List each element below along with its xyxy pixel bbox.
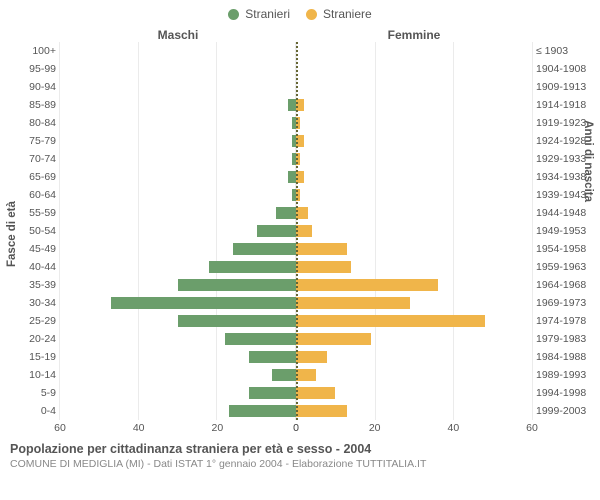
age-label: 5-9 — [0, 384, 60, 402]
bar-male — [257, 225, 296, 238]
bar-male — [276, 207, 296, 220]
bar-male — [178, 315, 296, 328]
bar-female — [296, 315, 485, 328]
bars-male — [60, 42, 296, 420]
age-label: 95-99 — [0, 60, 60, 78]
y-axis-birth: ≤ 19031904-19081909-19131914-19181919-19… — [532, 42, 600, 420]
bar-male — [178, 279, 296, 292]
age-label: 100+ — [0, 42, 60, 60]
age-label: 30-34 — [0, 294, 60, 312]
birth-label: 1959-1963 — [532, 258, 600, 276]
bar-male — [288, 99, 296, 112]
age-label: 65-69 — [0, 168, 60, 186]
bar-female — [296, 261, 351, 274]
bar-female — [296, 153, 300, 166]
birth-label: 1979-1983 — [532, 330, 600, 348]
legend-item-female: Straniere — [306, 7, 372, 21]
bar-male — [111, 297, 296, 310]
footer: Popolazione per cittadinanza straniera p… — [0, 436, 600, 470]
age-label: 85-89 — [0, 96, 60, 114]
birth-label: 1904-1908 — [532, 60, 600, 78]
birth-label: 1949-1953 — [532, 222, 600, 240]
birth-label: ≤ 1903 — [532, 42, 600, 60]
legend: Stranieri Straniere — [0, 0, 600, 28]
x-tick: 60 — [526, 422, 538, 434]
bar-female — [296, 369, 316, 382]
age-label: 70-74 — [0, 150, 60, 168]
bar-male — [249, 387, 296, 400]
bar-female — [296, 387, 335, 400]
bar-female — [296, 333, 371, 346]
y-axis-title-right: Anni di nascita — [582, 120, 594, 202]
birth-label: 1999-2003 — [532, 402, 600, 420]
legend-swatch-male — [228, 9, 239, 20]
bar-female — [296, 99, 304, 112]
bar-male — [229, 405, 296, 418]
y-axis-title-left: Fasce di età — [6, 201, 18, 267]
bar-female — [296, 405, 347, 418]
bar-female — [296, 171, 304, 184]
bar-female — [296, 351, 327, 364]
x-tick: 20 — [212, 422, 224, 434]
birth-label: 1964-1968 — [532, 276, 600, 294]
column-headers: Maschi Femmine — [0, 28, 600, 42]
legend-item-male: Stranieri — [228, 7, 290, 21]
bar-female — [296, 279, 438, 292]
x-tick: 40 — [447, 422, 459, 434]
x-axis: 0204060 0204060 — [0, 420, 600, 436]
bar-female — [296, 243, 347, 256]
chart-subtitle: COMUNE DI MEDIGLIA (MI) - Dati ISTAT 1° … — [10, 458, 590, 470]
birth-label: 1914-1918 — [532, 96, 600, 114]
age-label: 25-29 — [0, 312, 60, 330]
bar-female — [296, 135, 304, 148]
chart-title: Popolazione per cittadinanza straniera p… — [10, 442, 590, 456]
header-male: Maschi — [60, 28, 296, 42]
age-label: 10-14 — [0, 366, 60, 384]
bar-male — [225, 333, 296, 346]
birth-label: 1969-1973 — [532, 294, 600, 312]
age-label: 0-4 — [0, 402, 60, 420]
bars-female — [296, 42, 532, 420]
birth-label: 1954-1958 — [532, 240, 600, 258]
pyramid-chart: Fasce di età Anni di nascita 100+95-9990… — [0, 42, 600, 420]
bar-male — [233, 243, 296, 256]
age-label: 20-24 — [0, 330, 60, 348]
age-label: 90-94 — [0, 78, 60, 96]
birth-label: 1944-1948 — [532, 204, 600, 222]
plot-area — [60, 42, 532, 420]
bar-male — [272, 369, 296, 382]
age-label: 35-39 — [0, 276, 60, 294]
header-female: Femmine — [296, 28, 532, 42]
bar-male — [288, 171, 296, 184]
age-label: 75-79 — [0, 132, 60, 150]
age-label: 15-19 — [0, 348, 60, 366]
bar-female — [296, 207, 308, 220]
x-tick: 20 — [369, 422, 381, 434]
legend-label-male: Stranieri — [245, 7, 290, 21]
birth-label: 1909-1913 — [532, 78, 600, 96]
bar-male — [209, 261, 296, 274]
legend-swatch-female — [306, 9, 317, 20]
x-tick: 60 — [54, 422, 66, 434]
bar-female — [296, 297, 410, 310]
bar-female — [296, 117, 300, 130]
birth-label: 1989-1993 — [532, 366, 600, 384]
age-label: 80-84 — [0, 114, 60, 132]
bar-female — [296, 189, 300, 202]
bar-male — [249, 351, 296, 364]
birth-label: 1974-1978 — [532, 312, 600, 330]
x-tick: 0 — [293, 422, 299, 434]
legend-label-female: Straniere — [323, 7, 372, 21]
birth-label: 1984-1988 — [532, 348, 600, 366]
birth-label: 1994-1998 — [532, 384, 600, 402]
x-tick: 40 — [133, 422, 145, 434]
bar-female — [296, 225, 312, 238]
